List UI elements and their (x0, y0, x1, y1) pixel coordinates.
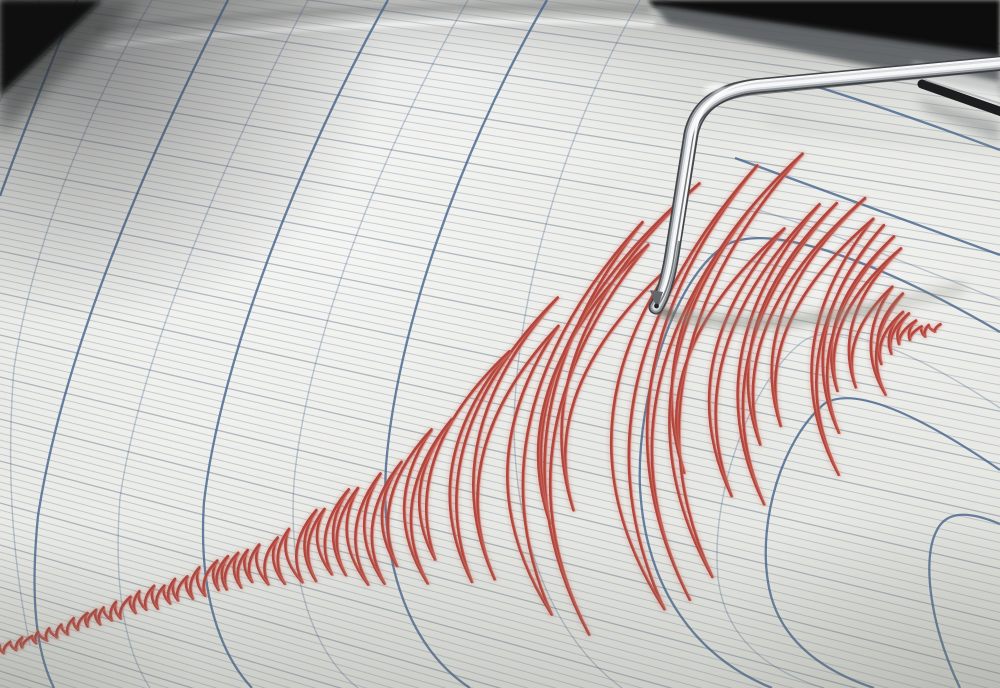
pen-arm-under-edge (657, 69, 1000, 306)
machine-rod-highlight (924, 79, 1000, 105)
pen-arm-tube (654, 61, 1000, 309)
bottom-vignette (0, 520, 1000, 688)
machine-corner-wedge (0, 0, 102, 96)
machine-gray-fade (916, 98, 1000, 142)
machine-rod (917, 79, 1000, 117)
pen-elbow-glint (703, 83, 725, 93)
pen-arm-highlight (677, 57, 1000, 242)
pen-nib-point (654, 303, 659, 309)
pen-arm (648, 55, 1000, 315)
pen-nib (650, 290, 663, 309)
